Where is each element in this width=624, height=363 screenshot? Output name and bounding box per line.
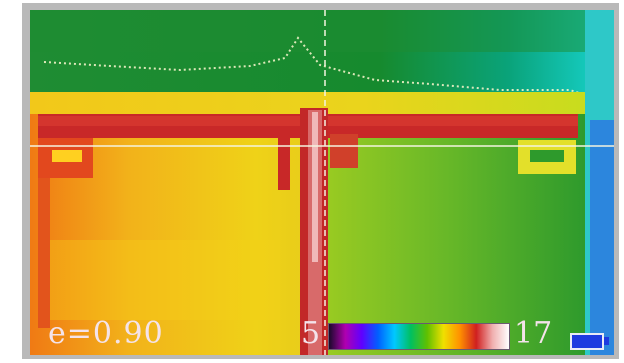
- color-palette-bar: [328, 323, 510, 350]
- emissivity-label: e=0.90: [48, 316, 164, 351]
- battery-tip: [604, 337, 609, 345]
- scale-max-label: 17: [514, 316, 553, 351]
- scale-min-label: 5: [301, 316, 321, 351]
- thermal-image: [30, 10, 614, 355]
- battery-icon: [570, 333, 604, 350]
